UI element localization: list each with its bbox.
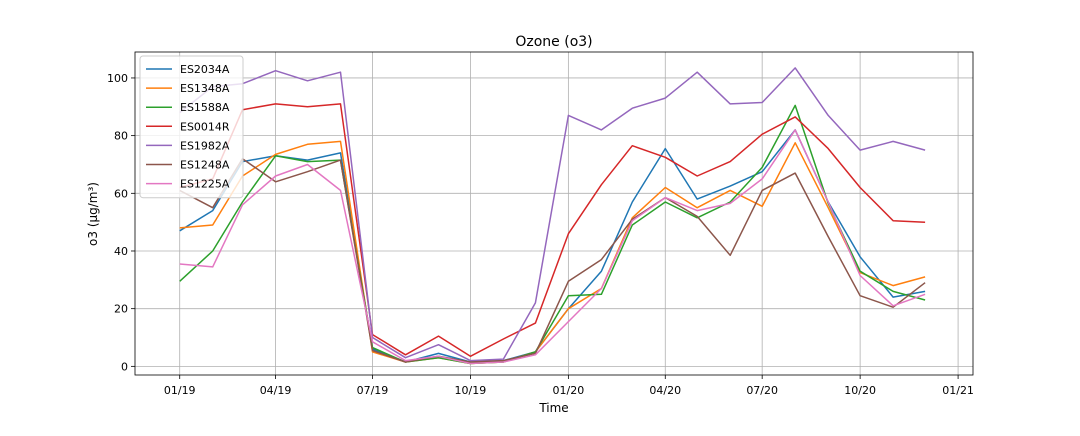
x-tick-label: 04/20 [649, 384, 681, 397]
y-tick-label: 40 [114, 245, 128, 258]
x-axis-label: Time [538, 401, 568, 415]
x-tick-label: 07/20 [746, 384, 778, 397]
legend-label: ES1348A [180, 82, 230, 95]
y-tick-label: 0 [121, 360, 128, 373]
plot-frame [134, 51, 974, 376]
series-line-es0014r [179, 103, 926, 358]
legend-label: ES1982A [180, 139, 230, 152]
x-tick-label: 01/19 [164, 384, 196, 397]
series-line-es1248a [179, 157, 926, 363]
legend-label: ES1225A [180, 178, 230, 191]
series-line-es1982a [179, 67, 926, 362]
y-tick-label: 100 [107, 72, 128, 85]
y-tick-label: 60 [114, 187, 128, 200]
legend: ES2034A ES1348A ES1588A ES0014R ES1982A ES124… [139, 55, 244, 199]
x-tick-label: 01/20 [553, 384, 585, 397]
x-tick-label: 01/21 [942, 384, 974, 397]
legend-label: ES2034A [180, 63, 230, 76]
x-tick-label: 10/20 [844, 384, 876, 397]
y-tick-label: 80 [114, 130, 128, 143]
legend-label: ES1588A [180, 101, 230, 114]
y-axis-label: o3 (µg/m³) [86, 182, 100, 246]
x-tick-label: 10/19 [455, 384, 487, 397]
legend-label: ES1248A [180, 159, 230, 172]
x-tick-label: 07/19 [357, 384, 389, 397]
y-tick-label: 20 [114, 303, 128, 316]
chart-title: Ozone (o3) [515, 34, 592, 50]
series-line-es1348a [179, 140, 926, 365]
series-line-es1225a [179, 129, 926, 365]
series-lines [179, 67, 926, 365]
x-tick-label: 04/19 [260, 384, 292, 397]
axis-ticks: 01/19 04/19 07/19 10/19 01/20 04/20 07/20 10/20… [107, 72, 974, 397]
legend-label: ES0014R [180, 120, 230, 133]
legend-box [139, 55, 244, 199]
grid [135, 52, 973, 375]
